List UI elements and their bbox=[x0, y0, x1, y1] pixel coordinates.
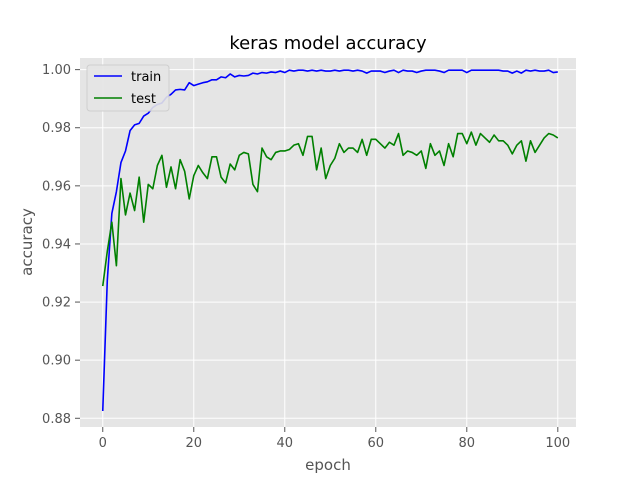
legend-label-test: test bbox=[131, 92, 156, 107]
y-tick-label: 1.00 bbox=[42, 63, 71, 78]
legend-label-train: train bbox=[131, 70, 161, 85]
chart-title: keras model accuracy bbox=[229, 33, 427, 54]
x-tick-label: 80 bbox=[459, 436, 476, 451]
plot-background bbox=[80, 58, 576, 427]
y-tick-label: 0.88 bbox=[42, 412, 71, 427]
y-axis-label: accuracy bbox=[18, 208, 36, 276]
series-line-train bbox=[101, 69, 558, 412]
x-tick-label: 40 bbox=[276, 436, 293, 451]
series-lines bbox=[101, 69, 559, 412]
y-tick-label: 0.90 bbox=[42, 354, 71, 369]
y-tick-label: 0.94 bbox=[42, 237, 71, 252]
y-tick-label: 0.98 bbox=[42, 121, 71, 136]
x-tick-label: 100 bbox=[545, 436, 570, 451]
x-tick-label: 20 bbox=[185, 436, 202, 451]
y-tick-label: 0.92 bbox=[42, 296, 71, 311]
x-tick-label: 0 bbox=[99, 436, 107, 451]
x-axis-label: epoch bbox=[305, 456, 351, 474]
x-tick-label: 60 bbox=[368, 436, 385, 451]
legend: train test bbox=[86, 64, 170, 112]
axis-ticks: 0 20 40 60 80 100 0.88 0.90 0.92 0.94 0.96 0.98 1.00 bbox=[42, 63, 570, 451]
series-line-test bbox=[101, 131, 559, 287]
y-tick-label: 0.96 bbox=[42, 179, 71, 194]
